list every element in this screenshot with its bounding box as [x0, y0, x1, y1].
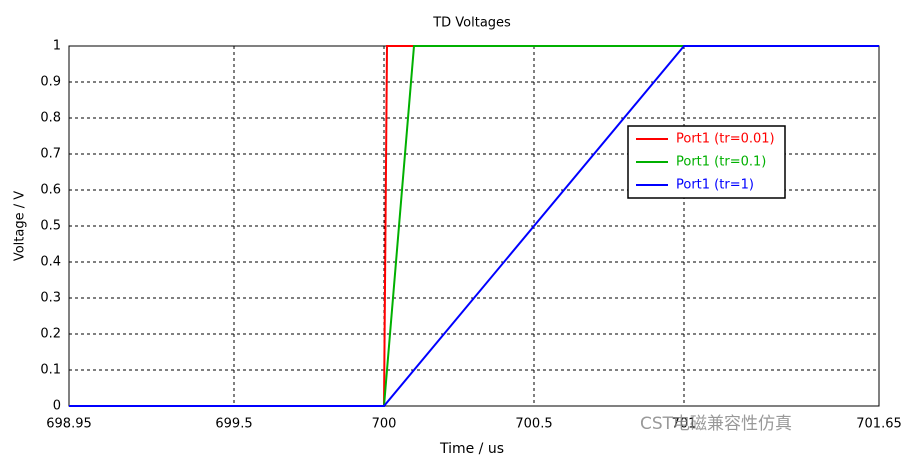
x-tick-label: 700: [372, 417, 397, 432]
y-tick-label: 0: [53, 399, 61, 414]
x-tick-label: 701: [672, 417, 697, 432]
y-tick-label: 0.4: [40, 255, 61, 270]
chart-title: TD Voltages: [432, 16, 511, 31]
y-tick-label: 1: [53, 39, 61, 54]
y-axis-label: Voltage / V: [13, 191, 28, 261]
series-line: [69, 45, 879, 407]
y-tick-label: 0.1: [40, 363, 61, 378]
y-tick-label: 0.2: [40, 327, 61, 342]
x-axis-label: Time / us: [439, 441, 504, 457]
legend-label: Port1 (tr=0.01): [676, 132, 775, 147]
y-tick-label: 0.6: [40, 183, 61, 198]
x-tick-label: 701.65: [856, 417, 902, 432]
y-tick-label: 0.7: [40, 147, 61, 162]
y-tick-label: 0.8: [40, 111, 61, 126]
legend-label: Port1 (tr=0.1): [676, 155, 766, 170]
legend-label: Port1 (tr=1): [676, 178, 754, 193]
y-tick-label: 0.3: [40, 291, 61, 306]
watermark: CST电磁兼容性仿真: [640, 414, 792, 434]
y-tick-label: 0.5: [40, 219, 61, 234]
x-tick-label: 699.5: [215, 417, 252, 432]
x-tick-label: 700.5: [515, 417, 552, 432]
y-tick-label: 0.9: [40, 75, 61, 90]
x-tick-label: 698.95: [46, 417, 92, 432]
